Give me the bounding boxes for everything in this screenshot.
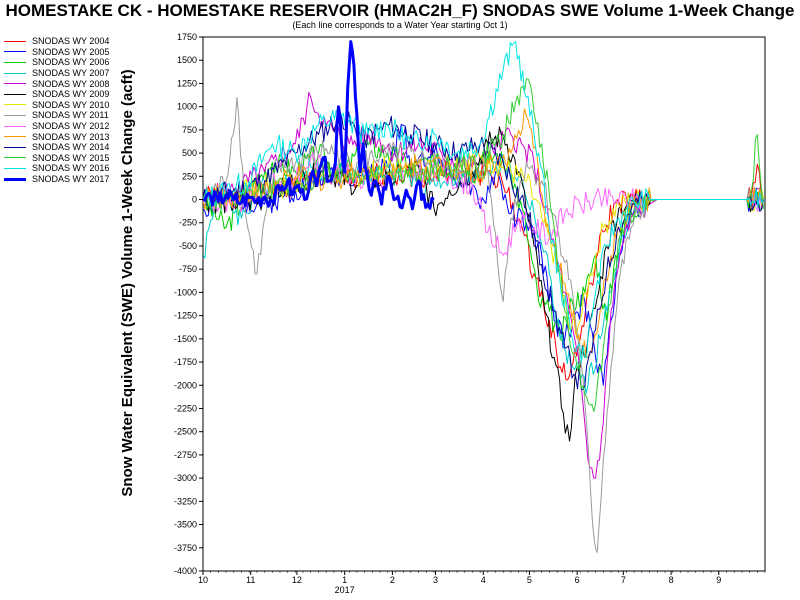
legend-label: SNODAS WY 2008 [32,78,110,89]
y-tick-label: 0 [192,195,197,205]
y-tick-label: 1750 [177,32,197,42]
legend-label: SNODAS WY 2012 [32,121,110,132]
x-tick-label: 3 [433,575,438,585]
y-tick-label: -1000 [174,287,197,297]
x-tick-label: 6 [575,575,580,585]
legend-swatch [4,61,26,63]
legend-label: SNODAS WY 2014 [32,142,110,153]
series-line [203,41,764,364]
y-tick-label: -3500 [174,520,197,530]
legend-label: SNODAS WY 2013 [32,131,110,142]
legend-swatch [4,72,26,74]
y-tick-label: -2000 [174,380,197,390]
legend-swatch [4,136,26,138]
x-tick-label: 12 [292,575,302,585]
y-tick-label: -2500 [174,427,197,437]
y-tick-label: -2750 [174,450,197,460]
chart-title: HOMESTAKE CK - HOMESTAKE RESERVOIR (HMAC… [5,1,795,20]
legend-label: SNODAS WY 2005 [32,46,110,57]
legend-swatch [4,104,26,106]
legend-item: SNODAS WY 2010 [4,100,114,111]
legend: SNODAS WY 2004 SNODAS WY 2005 SNODAS WY 20… [4,36,114,184]
y-tick-label: -1250 [174,311,197,321]
legend-swatch [4,177,26,181]
y-tick-label: 1000 [177,102,197,112]
legend-swatch [4,157,26,159]
x-tick-label: 9 [716,575,721,585]
legend-swatch [4,83,26,85]
plot-frame [202,36,766,572]
y-tick-label: -3250 [174,496,197,506]
legend-label: SNODAS WY 2007 [32,68,110,79]
legend-swatch [4,51,26,53]
legend-swatch [4,125,26,127]
y-tick-label: 500 [182,148,197,158]
y-tick-label: 1250 [177,78,197,88]
x-tick-label: 5 [527,575,532,585]
y-tick-label: -250 [179,218,197,228]
legend-label: SNODAS WY 2009 [32,89,110,100]
series-group [203,40,764,553]
legend-label: SNODAS WY 2010 [32,99,110,110]
legend-label: SNODAS WY 2016 [32,163,110,174]
legend-swatch [4,167,26,169]
series-line [203,40,435,211]
x-tick-label: 10 [198,575,208,585]
legend-label: SNODAS WY 2017 [32,174,110,185]
y-tick-label: -3000 [174,473,197,483]
y-tick-label: 750 [182,125,197,135]
legend-item: SNODAS WY 2015 [4,153,114,164]
x-tick-label: 11 [246,575,255,585]
legend-item: SNODAS WY 2004 [4,36,114,47]
chart-subtitle: (Each line corresponds to a Water Year s… [292,20,508,30]
legend-swatch [4,93,26,95]
x-tick-label: 8 [669,575,674,585]
legend-label: SNODAS WY 2006 [32,57,110,68]
legend-label: SNODAS WY 2004 [32,36,110,47]
legend-label: SNODAS WY 2011 [32,110,109,121]
x-tick-label: 2 [390,575,395,585]
y-tick-label: -1500 [174,334,197,344]
legend-item: SNODAS WY 2007 [4,68,114,79]
legend-item: SNODAS WY 2016 [4,163,114,174]
legend-item: SNODAS WY 2008 [4,78,114,89]
legend-swatch [4,114,26,116]
y-tick-label: -1750 [174,357,197,367]
legend-item: SNODAS WY 2013 [4,131,114,142]
y-tick-label: -750 [179,264,197,274]
y-tick-label: -500 [179,241,197,251]
legend-item: SNODAS WY 2012 [4,121,114,132]
y-tick-label: 250 [182,171,197,181]
x-tick-label: 4 [481,575,486,585]
x-year-label: 2017 [335,585,355,595]
x-tick-label: 1 [342,575,347,585]
x-tick-label: 7 [621,575,626,585]
legend-swatch [4,40,26,42]
legend-item: SNODAS WY 2017 [4,174,114,185]
legend-item: SNODAS WY 2005 [4,47,114,58]
legend-item: SNODAS WY 2009 [4,89,114,100]
y-tick-label: -3750 [174,543,197,553]
legend-swatch [4,146,26,148]
legend-item: SNODAS WY 2011 [4,110,114,121]
y-tick-label: -4000 [174,566,197,576]
y-tick-label: -2250 [174,403,197,413]
legend-item: SNODAS WY 2014 [4,142,114,153]
y-tick-label: 1500 [177,55,197,65]
legend-label: SNODAS WY 2015 [32,152,110,163]
legend-item: SNODAS WY 2006 [4,57,114,68]
